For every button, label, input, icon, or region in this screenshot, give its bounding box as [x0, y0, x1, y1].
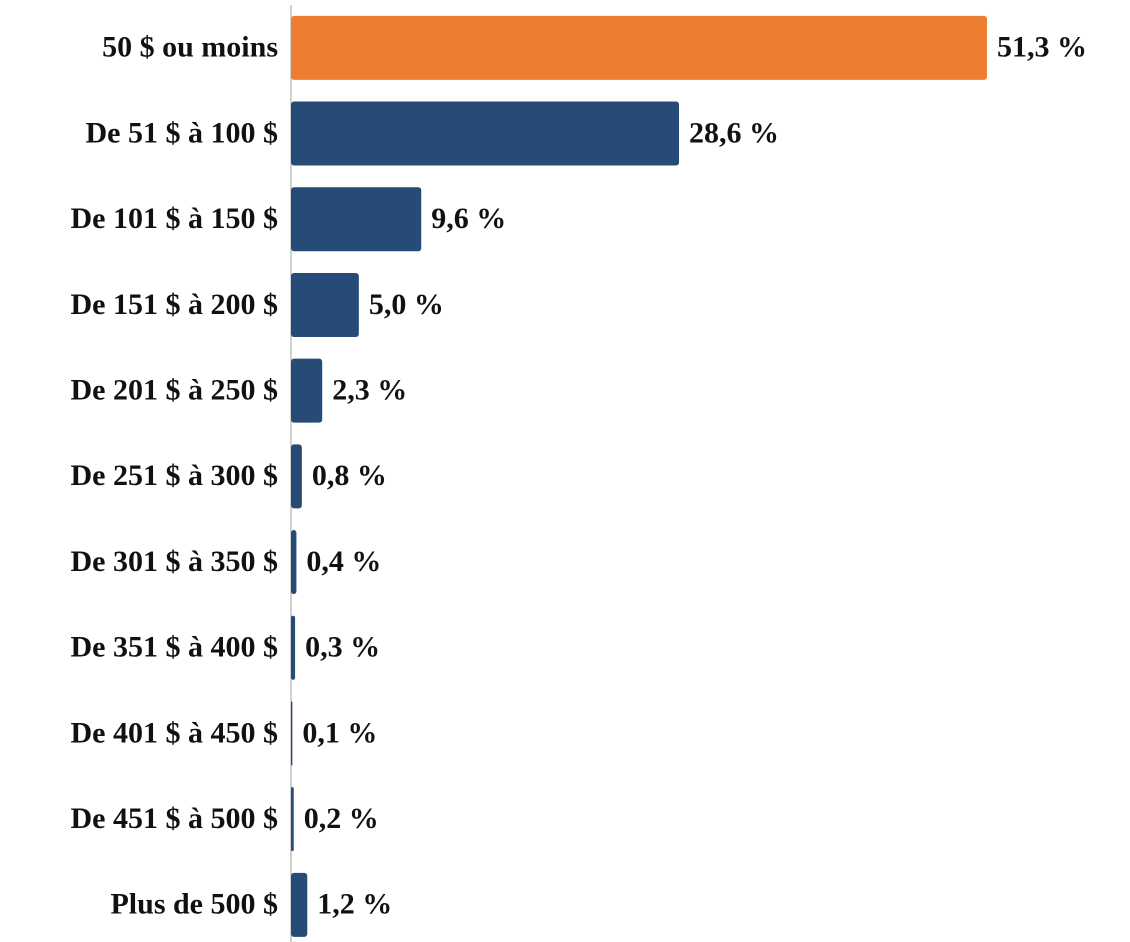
bar: [291, 272, 359, 337]
bar: [291, 187, 422, 252]
value-label: 1,2 %: [317, 888, 392, 921]
category-label: De 251 $ à 300 $: [71, 459, 278, 492]
bar: [291, 15, 987, 80]
category-label: De 201 $ à 250 $: [71, 374, 278, 407]
bar: [291, 872, 308, 937]
value-label: 28,6 %: [689, 116, 779, 149]
value-label: 0,2 %: [304, 802, 379, 835]
bar: [291, 530, 297, 595]
value-label: 5,0 %: [369, 288, 444, 321]
bar: [291, 701, 293, 766]
value-label: 0,3 %: [305, 631, 380, 664]
value-label: 9,6 %: [431, 202, 506, 235]
category-label: De 301 $ à 350 $: [71, 545, 278, 578]
category-label: De 401 $ à 450 $: [71, 716, 278, 749]
bar: [291, 615, 296, 680]
category-label: De 51 $ à 100 $: [86, 116, 278, 149]
bar: [291, 358, 323, 423]
value-label: 0,1 %: [302, 716, 377, 749]
value-label: 2,3 %: [332, 374, 407, 407]
bar: [291, 444, 302, 509]
value-label: 0,4 %: [306, 545, 381, 578]
value-label: 51,3 %: [997, 31, 1087, 64]
value-label: 0,8 %: [312, 459, 387, 492]
bar: [291, 787, 294, 852]
category-label: 50 $ ou moins: [102, 31, 278, 64]
category-label: De 351 $ à 400 $: [71, 631, 278, 664]
category-label: De 151 $ à 200 $: [71, 288, 278, 321]
category-label: De 451 $ à 500 $: [71, 802, 278, 835]
category-label: De 101 $ à 150 $: [71, 202, 278, 235]
category-label: Plus de 500 $: [110, 888, 278, 921]
bar: [291, 101, 680, 166]
